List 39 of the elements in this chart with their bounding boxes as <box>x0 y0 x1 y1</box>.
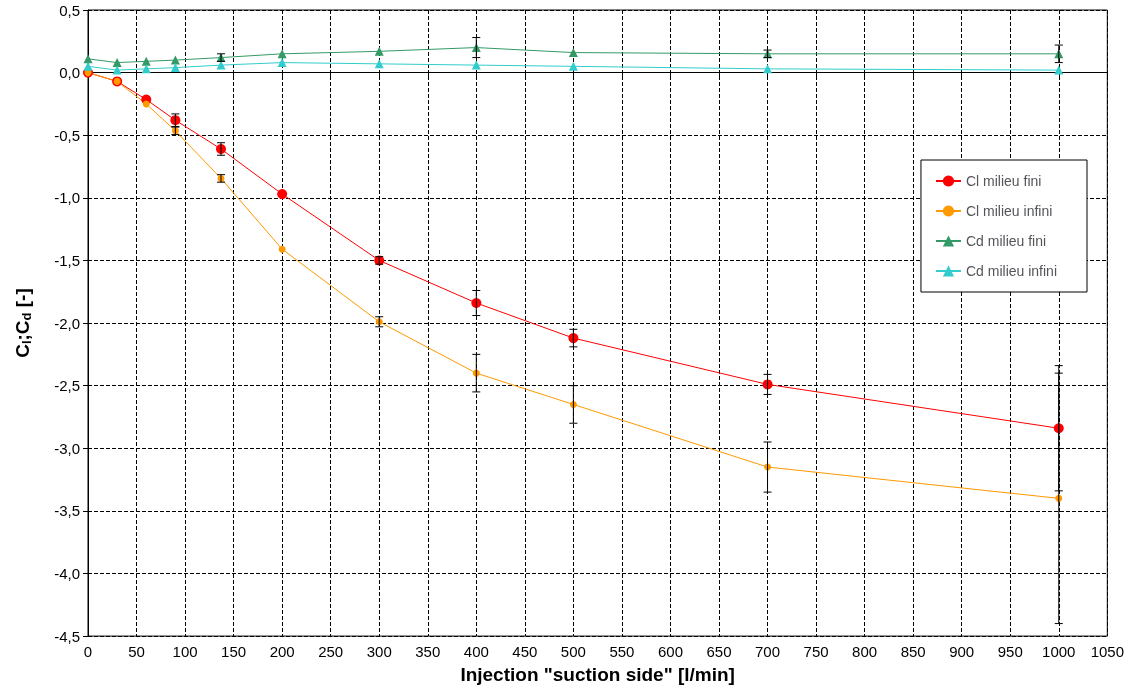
legend-label: Cl milieu fini <box>965 173 1042 189</box>
x-tick-label: 1000 <box>1042 643 1076 661</box>
x-tick-label: 700 <box>755 643 781 661</box>
y-tick-label: -2,0 <box>54 314 80 332</box>
x-tick-label: 750 <box>803 643 829 661</box>
y-tick-label: 0,5 <box>59 1 80 19</box>
y-tick-label: -1,5 <box>54 251 80 269</box>
x-tick-label: 950 <box>997 643 1023 661</box>
x-tick-label: 350 <box>415 643 441 661</box>
x-tick-label: 0 <box>83 643 93 661</box>
x-tick-label: 1050 <box>1090 643 1124 661</box>
x-axis-title: Injection "suction side" [l/min] <box>460 663 735 685</box>
y-tick-label: -4,0 <box>54 564 80 582</box>
x-tick-label: 850 <box>900 643 926 661</box>
x-tick-label: 200 <box>269 643 295 661</box>
x-tick-label: 400 <box>463 643 489 661</box>
x-tick-label: 300 <box>366 643 392 661</box>
x-tick-label: 250 <box>318 643 344 661</box>
y-tick-label: -1,0 <box>54 189 80 207</box>
y-axis-title: Cl;Cd [-] <box>12 288 34 358</box>
y-tick-label: -0,5 <box>54 126 80 144</box>
x-tick-label: 600 <box>657 643 683 661</box>
y-tick-label: -4,5 <box>54 627 80 645</box>
x-tick-label: 500 <box>560 643 586 661</box>
x-tick-label: 550 <box>609 643 635 661</box>
x-tick-label: 50 <box>128 643 145 661</box>
legend-label: Cl milieu infini <box>965 203 1053 219</box>
x-tick-label: 900 <box>949 643 975 661</box>
legend-label: Cd milieu fini <box>965 233 1047 249</box>
y-tick-label: -2,5 <box>54 377 80 395</box>
x-tick-label: 800 <box>852 643 878 661</box>
x-tick-label: 650 <box>706 643 732 661</box>
y-tick-label: -3,0 <box>54 439 80 457</box>
y-tick-label: -3,5 <box>54 502 80 520</box>
x-tick-label: 450 <box>512 643 538 661</box>
y-tick-label: 0,0 <box>59 64 80 82</box>
x-tick-label: 100 <box>172 643 198 661</box>
legend-label: Cd milieu infini <box>965 263 1058 279</box>
x-tick-label: 150 <box>221 643 247 661</box>
